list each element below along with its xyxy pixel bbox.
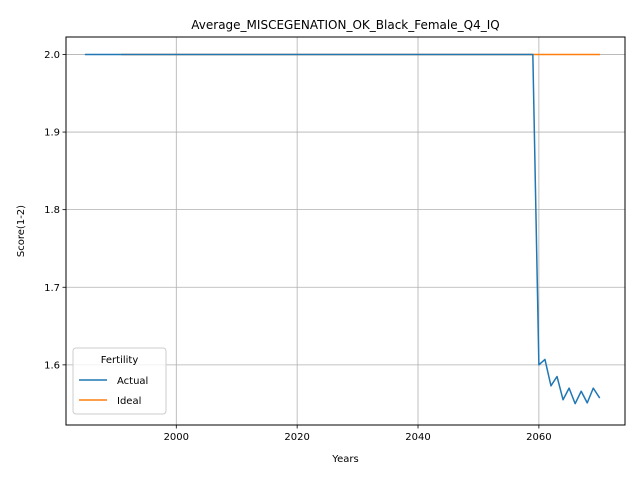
x-tick-label: 2040 — [405, 432, 430, 443]
x-tick-label: 2060 — [526, 432, 551, 443]
axes-frame — [65, 36, 626, 426]
legend-label-ideal: Ideal — [117, 396, 141, 407]
y-tick-label: 1.6 — [44, 360, 60, 371]
y-tick-label: 2.0 — [44, 50, 60, 61]
y-tick-label: 1.7 — [44, 283, 60, 294]
series-lines — [84, 53, 601, 405]
x-tick-label: 2000 — [164, 432, 189, 443]
y-ticks: 1.6 1.7 1.8 1.9 2.0 — [44, 50, 66, 371]
x-tick-label: 2020 — [284, 432, 309, 443]
y-axis-label: Score(1-2) — [16, 205, 27, 257]
legend-label-actual: Actual — [117, 376, 148, 387]
chart-title: Average_MISCEGENATION_OK_Black_Female_Q4… — [191, 18, 499, 32]
legend-box — [72, 347, 167, 415]
x-ticks: 2000 2020 2040 2060 — [164, 425, 552, 443]
series-line-actual — [84, 53, 601, 405]
legend: Fertility Actual Ideal — [72, 347, 167, 415]
x-axis-label: Years — [331, 454, 358, 465]
y-tick-label: 1.9 — [44, 128, 60, 139]
legend-title: Fertility — [101, 355, 139, 366]
y-tick-label: 1.8 — [44, 205, 60, 216]
